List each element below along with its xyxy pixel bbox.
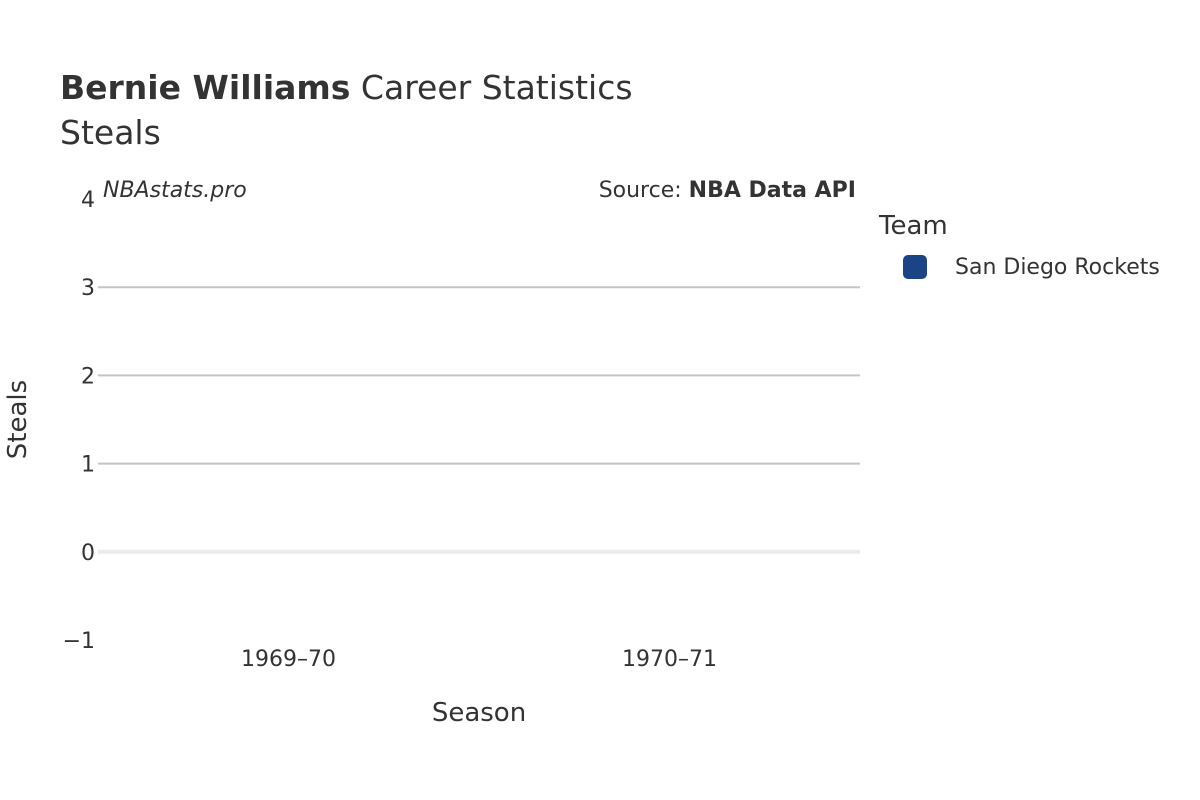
watermark: NBAstats.pro	[103, 178, 247, 203]
y-tick-label: 0	[81, 541, 95, 566]
y-axis-title: Steals	[3, 380, 33, 459]
y-tick-label: 1	[81, 453, 95, 478]
legend-label: San Diego Rockets	[955, 254, 1160, 280]
title-rest: Career Statistics	[350, 68, 633, 107]
x-tick-label: 1970–71	[622, 647, 717, 672]
y-tick-label: 2	[81, 364, 95, 389]
legend-title: Team	[879, 211, 948, 241]
y-tick-label: 4	[81, 188, 95, 213]
y-tick-label: 3	[81, 276, 95, 301]
chart-title: Bernie Williams Career Statistics	[60, 68, 633, 107]
x-axis-title: Season	[432, 698, 526, 728]
source-credit: Source: NBA Data API	[599, 178, 856, 203]
player-name: Bernie Williams	[60, 68, 351, 107]
y-tick-label: −1	[63, 629, 95, 654]
legend-item-san-diego-rockets[interactable]: San Diego Rockets	[903, 252, 1160, 282]
source-prefix: Source:	[598, 178, 689, 203]
legend-swatch	[903, 255, 927, 279]
x-tick-label: 1969–70	[241, 647, 336, 672]
chart-subtitle: Steals	[60, 113, 161, 152]
source-name: NBA Data API	[688, 178, 856, 203]
